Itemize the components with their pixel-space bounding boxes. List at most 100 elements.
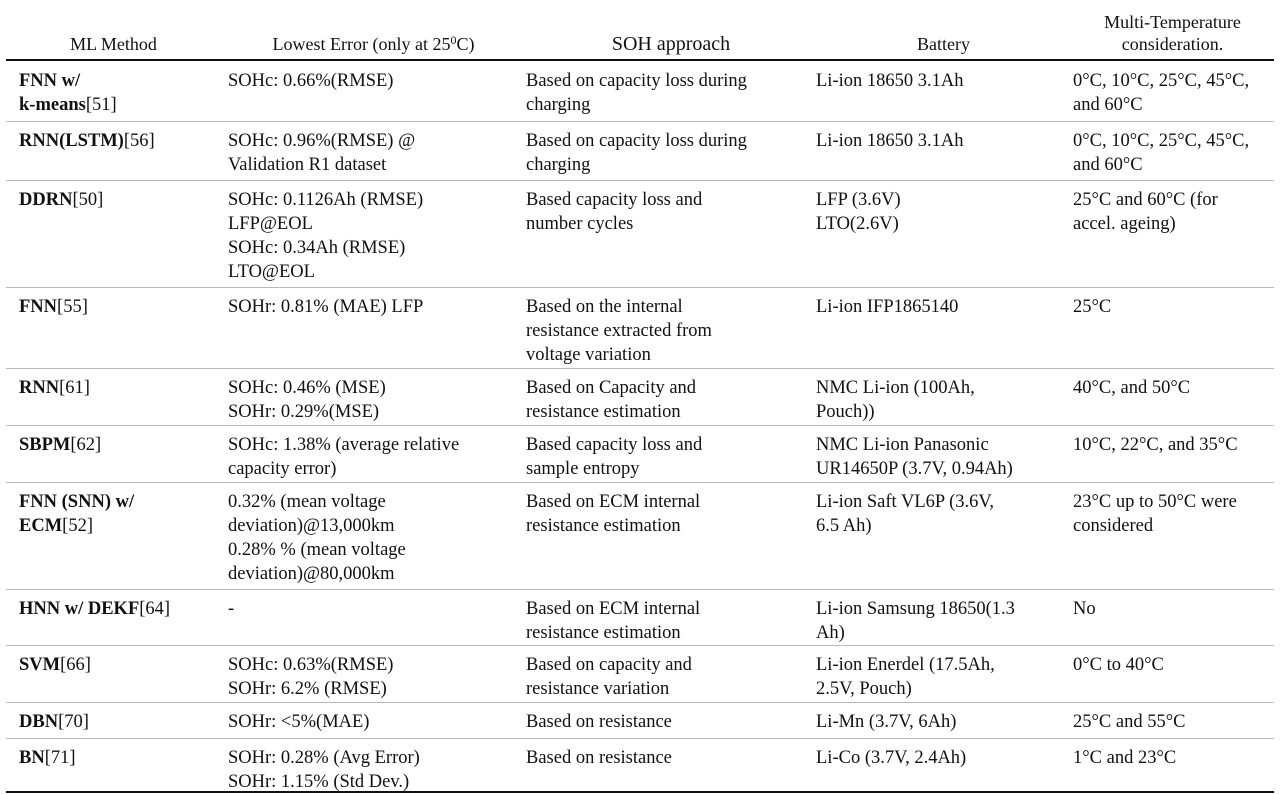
cell-lowest-error: SOHr: <5%(MAE) <box>228 712 370 732</box>
cell-lowest-error: SOHc: 0.63%(RMSE) SOHr: 6.2% (RMSE) <box>228 655 394 699</box>
cell-temperature: 1°C and 23°C <box>1073 748 1177 768</box>
table-row: DBN[70] SOHr: <5%(MAE) Based on resistance… <box>6 702 1274 738</box>
cell-soh-approach: Based on capacity loss during charging <box>526 71 747 115</box>
method-name: DBN <box>19 712 59 732</box>
method-ref: [62] <box>70 435 102 455</box>
cell-soh-approach: Based on capacity loss during charging <box>526 131 747 175</box>
cell-soh-approach: Based on ECM internal resistance estimat… <box>526 599 701 643</box>
cell-ml-method: FNN[55] <box>19 295 219 319</box>
method-name: RNN(LSTM) <box>19 131 124 151</box>
cell-temperature: 10°C, 22°C, and 35°C <box>1073 435 1238 455</box>
cell-lowest-error: SOHc: 0.66%(RMSE) <box>228 71 394 91</box>
bottom-rule <box>6 791 1274 793</box>
table-row: FNN (SNN) w/ ECM[52] 0.32% (mean voltage … <box>6 482 1274 589</box>
header-multi-temp-line2: consideration. <box>1121 34 1224 54</box>
row-separator <box>6 368 1274 369</box>
table-row: SBPM[62] SOHc: 1.38% (average relative ca… <box>6 425 1274 482</box>
row-separator <box>6 287 1274 288</box>
cell-battery: NMC Li-ion (100Ah, Pouch)) <box>816 378 975 422</box>
table-header: ML Method Lowest Error (only at 250C) SO… <box>6 0 1274 59</box>
cell-ml-method: FNN (SNN) w/ ECM[52] <box>19 490 219 538</box>
cell-lowest-error: 0.32% (mean voltage deviation)@13,000km … <box>228 492 406 584</box>
cell-soh-approach: Based on the internal resistance extract… <box>526 297 712 365</box>
method-name: BN <box>19 748 45 768</box>
row-separator <box>6 482 1274 483</box>
cell-ml-method: SVM[66] <box>19 653 219 677</box>
cell-soh-approach: Based on ECM internal resistance estimat… <box>526 492 701 536</box>
header-multi-temp-line1: Multi-Temperature <box>1104 12 1241 32</box>
cell-ml-method: BN[71] <box>19 746 219 770</box>
header-lowest-error-prefix: Lowest Error (only at 25 <box>272 34 451 54</box>
method-name: HNN w/ DEKF <box>19 599 140 619</box>
table-row: RNN[61] SOHc: 0.46% (MSE) SOHr: 0.29%(MSE… <box>6 368 1274 425</box>
cell-battery: NMC Li-ion Panasonic UR14650P (3.7V, 0.9… <box>816 435 1013 479</box>
header-battery: Battery <box>917 34 970 54</box>
table-row: BN[71] SOHr: 0.28% (Avg Error) SOHr: 1.15… <box>6 738 1274 792</box>
header-lowest-error-sup: 0 <box>450 33 457 47</box>
cell-soh-approach: Based capacity loss and number cycles <box>526 190 703 234</box>
cell-lowest-error: SOHc: 0.96%(RMSE) @ Validation R1 datase… <box>228 131 416 175</box>
method-ref: [64] <box>139 599 171 619</box>
method-ref: [55] <box>57 297 88 317</box>
header-multi-temperature: Multi-Temperature consideration. <box>1071 11 1274 55</box>
cell-temperature: 0°C to 40°C <box>1073 655 1164 675</box>
cell-battery: Li-ion Enerdel (17.5Ah, 2.5V, Pouch) <box>816 655 995 699</box>
cell-lowest-error: SOHc: 0.1126Ah (RMSE) LFP@EOL SOHc: 0.34… <box>228 190 424 282</box>
table-row: SVM[66] SOHc: 0.63%(RMSE) SOHr: 6.2% (RMS… <box>6 645 1274 702</box>
cell-ml-method: RNN[61] <box>19 376 219 400</box>
cell-soh-approach: Based on Capacity and resistance estimat… <box>526 378 697 422</box>
row-separator <box>6 589 1274 590</box>
method-ref: [66] <box>60 655 91 675</box>
cell-lowest-error: - <box>228 599 235 619</box>
cell-soh-approach: Based on resistance <box>526 748 672 768</box>
table-row: FNN[55] SOHr: 0.81% (MAE) LFP Based on the… <box>6 287 1274 368</box>
row-separator <box>6 738 1274 739</box>
header-lowest-error-suffix: C) <box>456 34 475 54</box>
cell-temperature: 0°C, 10°C, 25°C, 45°C, and 60°C <box>1073 71 1250 115</box>
method-name: SBPM <box>19 435 71 455</box>
header-soh-approach: SOH approach <box>611 33 731 55</box>
method-ref: [61] <box>59 378 90 398</box>
cell-battery: Li-ion 18650 3.1Ah <box>816 71 964 91</box>
cell-temperature: 25°C and 55°C <box>1073 712 1186 732</box>
row-separator <box>6 425 1274 426</box>
method-name: FNN (SNN) w/ ECM <box>19 492 135 536</box>
top-rule <box>6 59 1274 61</box>
cell-battery: Li-Co (3.7V, 2.4Ah) <box>816 748 967 768</box>
cell-soh-approach: Based on capacity and resistance variati… <box>526 655 692 699</box>
row-separator <box>6 121 1274 122</box>
cell-temperature: 25°C and 60°C (for accel. ageing) <box>1073 190 1218 234</box>
cell-temperature: 23°C up to 50°C were considered <box>1073 492 1237 536</box>
table-row: FNN w/ k-means[51] SOHc: 0.66%(RMSE) Based… <box>6 61 1274 121</box>
method-name: RNN <box>19 378 60 398</box>
row-separator <box>6 180 1274 181</box>
method-ref: [56] <box>123 131 155 151</box>
cell-soh-approach: Based on resistance <box>526 712 672 732</box>
header-ml-method: ML Method <box>70 34 157 54</box>
cell-ml-method: SBPM[62] <box>19 433 219 457</box>
cell-temperature: 40°C, and 50°C <box>1073 378 1191 398</box>
cell-battery: Li-ion Samsung 18650(1.3 Ah) <box>816 599 1015 643</box>
method-name: FNN <box>19 297 58 317</box>
method-name: FNN w/ k-means <box>19 71 86 115</box>
method-ref: [52] <box>62 516 93 536</box>
cell-lowest-error: SOHc: 0.46% (MSE) SOHr: 0.29%(MSE) <box>228 378 386 422</box>
cell-lowest-error: SOHr: 0.28% (Avg Error) SOHr: 1.15% (Std… <box>228 748 420 792</box>
cell-lowest-error: SOHc: 1.38% (average relative capacity e… <box>228 435 460 479</box>
cell-soh-approach: Based capacity loss and sample entropy <box>526 435 703 479</box>
method-ref: [50] <box>72 190 104 210</box>
cell-battery: Li-ion 18650 3.1Ah <box>816 131 964 151</box>
cell-ml-method: FNN w/ k-means[51] <box>19 69 219 117</box>
row-separator <box>6 645 1274 646</box>
method-ref: [70] <box>58 712 89 732</box>
method-name: DDRN <box>19 190 73 210</box>
cell-temperature: 0°C, 10°C, 25°C, 45°C, and 60°C <box>1073 131 1250 175</box>
cell-ml-method: DDRN[50] <box>19 188 219 212</box>
cell-lowest-error: SOHr: 0.81% (MAE) LFP <box>228 297 424 317</box>
cell-ml-method: RNN(LSTM)[56] <box>19 129 219 153</box>
cell-ml-method: HNN w/ DEKF[64] <box>19 597 219 621</box>
cell-battery: LFP (3.6V) LTO(2.6V) <box>816 190 901 234</box>
table-row: RNN(LSTM)[56] SOHc: 0.96%(RMSE) @ Validat… <box>6 121 1274 180</box>
row-separator <box>6 702 1274 703</box>
cell-ml-method: DBN[70] <box>19 710 219 734</box>
